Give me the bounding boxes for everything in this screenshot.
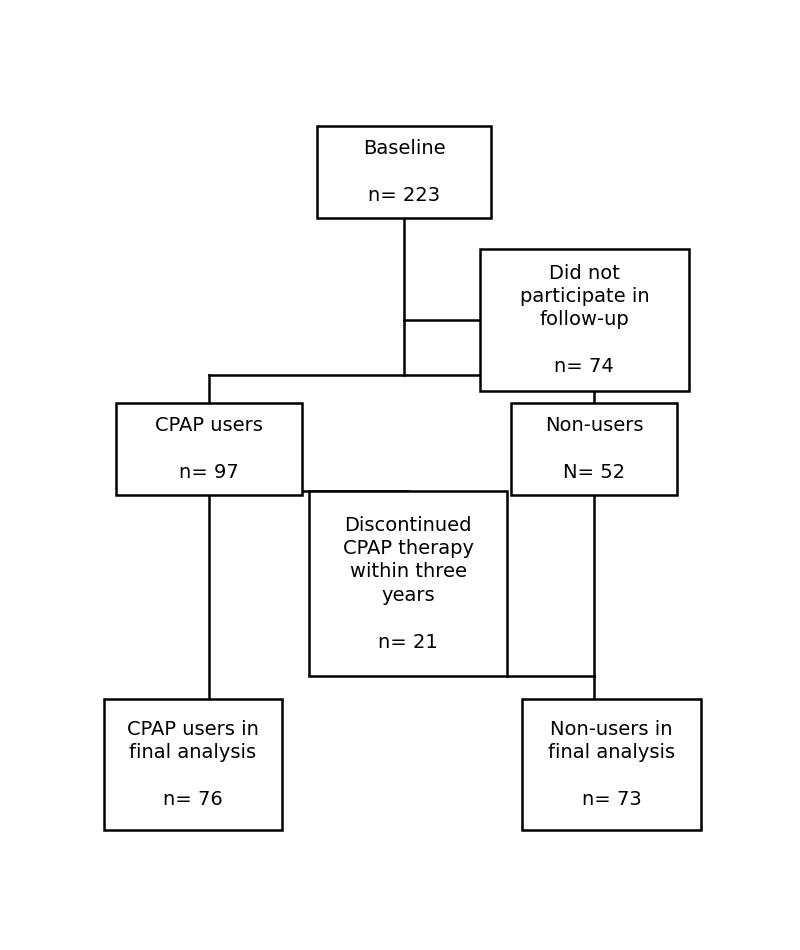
FancyBboxPatch shape xyxy=(115,403,302,495)
Text: n= 223: n= 223 xyxy=(368,185,440,204)
FancyBboxPatch shape xyxy=(310,491,507,676)
Text: Discontinued: Discontinued xyxy=(344,516,472,535)
Text: final analysis: final analysis xyxy=(548,744,675,763)
Text: Non-users in: Non-users in xyxy=(550,720,673,739)
Text: CPAP users: CPAP users xyxy=(154,416,262,435)
Text: n= 76: n= 76 xyxy=(163,790,223,809)
Text: participate in: participate in xyxy=(519,287,649,306)
FancyBboxPatch shape xyxy=(510,403,678,495)
Text: n= 21: n= 21 xyxy=(378,633,438,652)
Text: years: years xyxy=(382,586,435,605)
FancyBboxPatch shape xyxy=(480,249,689,391)
Text: n= 73: n= 73 xyxy=(582,790,642,809)
Text: n= 74: n= 74 xyxy=(554,357,614,376)
Text: Baseline: Baseline xyxy=(363,139,446,158)
Text: CPAP therapy: CPAP therapy xyxy=(342,539,474,558)
Text: N= 52: N= 52 xyxy=(563,463,625,482)
FancyBboxPatch shape xyxy=(104,699,282,830)
Text: CPAP users in: CPAP users in xyxy=(127,720,259,739)
Text: within three: within three xyxy=(350,562,466,581)
FancyBboxPatch shape xyxy=(317,125,491,218)
Text: n= 97: n= 97 xyxy=(178,463,238,482)
FancyBboxPatch shape xyxy=(522,699,701,830)
Text: Did not: Did not xyxy=(549,264,620,283)
Text: follow-up: follow-up xyxy=(539,311,630,330)
Text: final analysis: final analysis xyxy=(130,744,257,763)
Text: Non-users: Non-users xyxy=(545,416,643,435)
